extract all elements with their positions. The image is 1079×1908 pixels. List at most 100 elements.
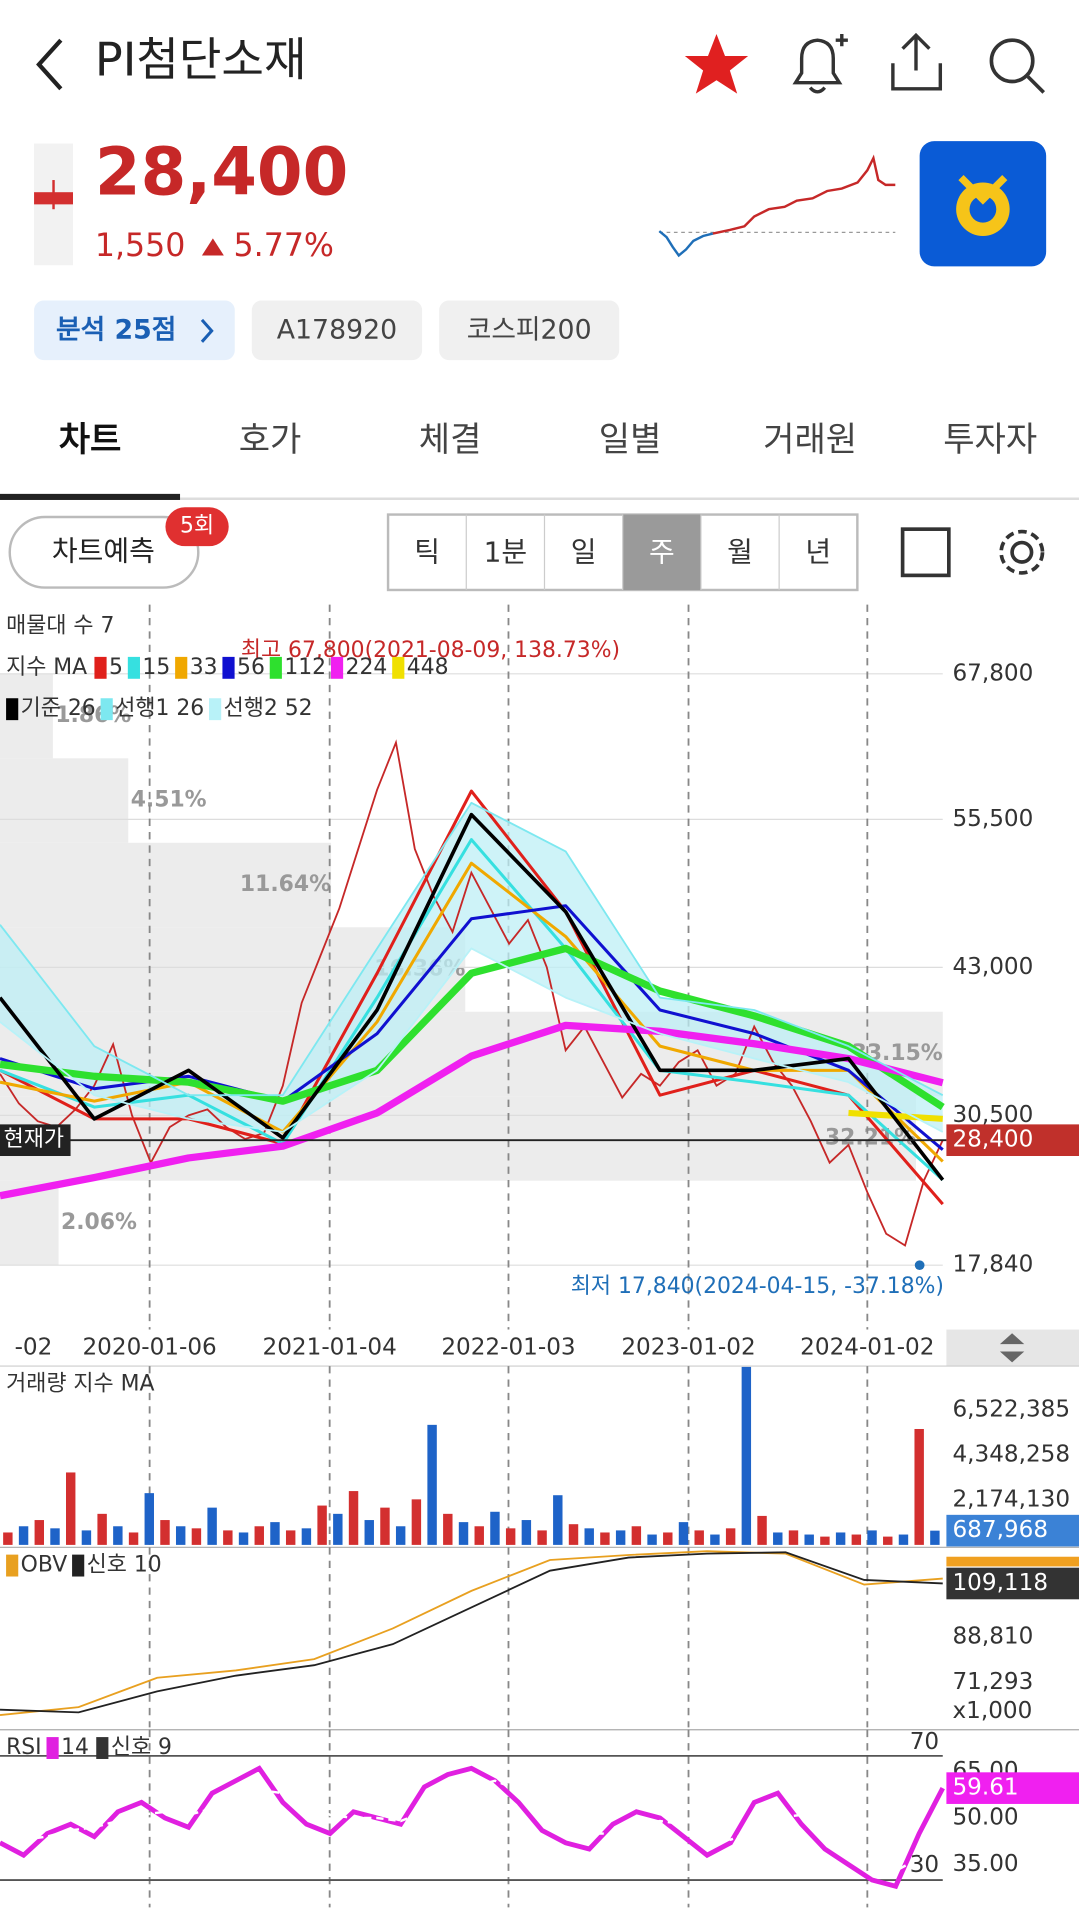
volume-bar: [615, 1530, 626, 1545]
ichimoku-cloud: [0, 802, 943, 1132]
period-option[interactable]: 틱: [414, 535, 440, 568]
volume-bar: [694, 1530, 704, 1545]
legend-label: 56: [237, 655, 265, 680]
x-tick-label: -02: [15, 1334, 53, 1360]
volume-bar: [914, 1428, 924, 1545]
volume-profile-label: 4.51%: [131, 788, 207, 813]
ma-line: [848, 1109, 943, 1122]
share-button[interactable]: [891, 32, 943, 91]
period-option[interactable]: 년: [805, 535, 831, 568]
legend-swatch: [72, 1554, 85, 1577]
volume-bar: [50, 1528, 60, 1545]
y-tick-label: 55,500: [952, 806, 1033, 832]
volume-bar: [443, 1513, 453, 1545]
legend-prefix: 지수 MA: [6, 655, 87, 680]
volume-bar: [333, 1513, 343, 1545]
tab-bar: 차트 호가 체결 일별 거래원 투자자: [59, 420, 1037, 460]
volume-bar: [474, 1526, 484, 1545]
legend-swatch: [392, 656, 405, 679]
index-tag[interactable]: [439, 300, 620, 361]
volume-bar: [883, 1536, 893, 1545]
legend-label: 신호 9: [111, 1735, 172, 1760]
volume-bar: [725, 1528, 736, 1545]
period-option[interactable]: 일: [571, 535, 597, 568]
stock-name: PI첨단소재: [95, 33, 307, 87]
y-tick-label: 71,293: [952, 1669, 1033, 1695]
tab[interactable]: 호가: [239, 420, 302, 460]
y-tick-label: 17,840: [952, 1252, 1033, 1278]
volume-bar: [380, 1507, 390, 1545]
panel-title: RSI: [6, 1735, 42, 1760]
max-label: 최고 67,800(2021-08-09, 138.73%): [241, 638, 620, 663]
volume-bar: [521, 1520, 532, 1545]
volume-bar: [490, 1511, 500, 1545]
tab[interactable]: 거래원: [763, 420, 857, 460]
predict-badge: [165, 507, 229, 547]
obv-line: [0, 1551, 943, 1714]
analysis-tag[interactable]: [34, 300, 235, 361]
volume-bar: [851, 1534, 862, 1545]
volume-bar: [191, 1528, 202, 1545]
ma-line: [0, 801, 944, 1097]
legend-label: 기준 26: [21, 696, 96, 721]
current-price-badge: [0, 1124, 71, 1157]
volume-bar: [663, 1532, 673, 1545]
legend-swatch: [100, 698, 113, 721]
favorite-star[interactable]: [684, 34, 749, 94]
volume-bar: [144, 1493, 154, 1545]
period-option[interactable]: 1분: [484, 535, 528, 568]
legend-label: 선행1 26: [115, 696, 204, 721]
alert-button[interactable]: [792, 34, 848, 94]
volume-bar: [364, 1520, 374, 1545]
fullscreen-button[interactable]: [900, 527, 951, 578]
volume-bar: [285, 1530, 296, 1545]
tab[interactable]: 투자자: [943, 420, 1037, 460]
search-button[interactable]: [989, 38, 1046, 94]
legend-label: 33: [190, 655, 218, 680]
volume-bar: [3, 1532, 13, 1545]
volume-bar: [647, 1534, 657, 1545]
value-tag: [946, 1124, 1079, 1157]
volume-bar: [301, 1528, 312, 1545]
settings-button[interactable]: [999, 529, 1045, 575]
period-option[interactable]: 주: [649, 535, 675, 568]
analysis-tag-label: 분석 25점: [56, 314, 176, 345]
volume-bar: [160, 1520, 170, 1545]
volume-profile-label: 11.64%: [240, 872, 331, 897]
volume-bar: [348, 1491, 359, 1545]
volume-bar: [930, 1530, 940, 1545]
volume-bar: [65, 1472, 76, 1545]
back-button[interactable]: [36, 38, 63, 91]
y-tick-label: 6,522,385: [952, 1396, 1070, 1422]
volume-bar: [553, 1495, 563, 1545]
code-tag[interactable]: [251, 300, 423, 361]
logo-mark-inner: [969, 195, 997, 223]
predict-button[interactable]: [8, 515, 200, 589]
tab[interactable]: 차트: [59, 420, 122, 460]
volume-bar: [395, 1526, 406, 1545]
rsi-line: [0, 1779, 944, 1873]
volume-bar: [254, 1526, 264, 1545]
legend-label: 선행2 52: [224, 696, 313, 721]
tab[interactable]: 체결: [419, 420, 482, 460]
tab[interactable]: 일별: [599, 420, 662, 460]
volume-bar: [631, 1526, 642, 1545]
volume-bar: [18, 1526, 29, 1545]
y-tick-label: 2,174,130: [952, 1486, 1070, 1512]
x-tick-label: 2023-01-02: [621, 1334, 755, 1360]
predict-label: 차트예측: [52, 534, 155, 567]
volume-bar: [804, 1534, 814, 1545]
level-label: 70: [910, 1729, 939, 1755]
period-option[interactable]: 월: [727, 535, 753, 568]
legend-label: 신호 10: [87, 1553, 162, 1578]
legend-label: OBV: [21, 1553, 68, 1578]
min-marker: [914, 1260, 925, 1271]
chart-area: 1.86%4.51%11.64%16.36%33.15%32.21%2.06%6…: [0, 604, 1079, 1908]
legend-swatch: [96, 1737, 109, 1759]
value-tag-label: 109,118: [952, 1570, 1048, 1596]
change: 1,550: [95, 228, 185, 264]
period-selected: [622, 514, 701, 590]
y-tick-label: 67,800: [952, 660, 1033, 686]
volume-bar: [238, 1532, 249, 1545]
